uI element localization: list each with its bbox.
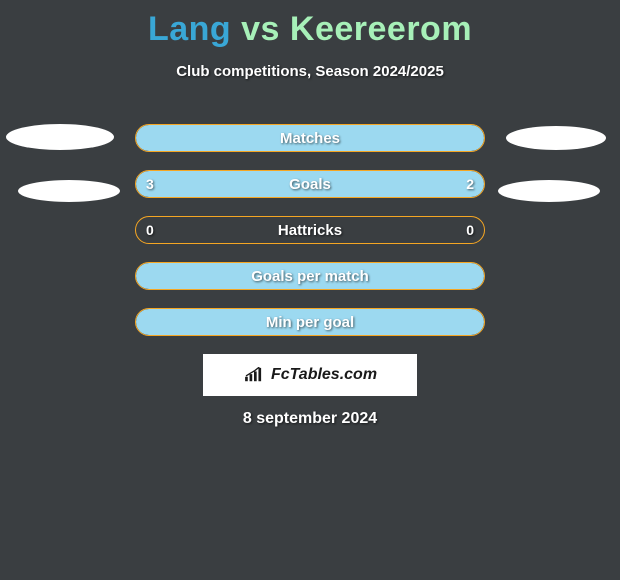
comparison-bars: MatchesGoals32Hattricks00Goals per match…: [135, 124, 485, 354]
stat-bar: Matches: [135, 124, 485, 152]
bar-value-right: 0: [466, 217, 474, 243]
barchart-icon: [243, 367, 265, 383]
decor-ellipse: [506, 126, 606, 150]
bar-value-left: 3: [146, 171, 154, 197]
logo-text: FcTables.com: [271, 366, 377, 384]
page-title: Lang vs Keereerom: [0, 0, 620, 49]
bar-fill: [136, 309, 484, 335]
decor-ellipse: [6, 124, 114, 150]
bar-fill-left: [136, 171, 345, 197]
stat-bar: Hattricks0 0: [135, 216, 485, 244]
bar-fill-right: [345, 171, 484, 197]
bar-value-right: 2: [466, 171, 474, 197]
stat-bar: Goals per match: [135, 262, 485, 290]
logo-badge: FcTables.com: [203, 354, 417, 396]
subtitle: Club competitions, Season 2024/2025: [0, 63, 620, 80]
bar-value-left: 0: [146, 217, 154, 243]
title-vs: vs: [241, 10, 280, 48]
stat-bar: Min per goal: [135, 308, 485, 336]
title-player2: Keereerom: [290, 10, 472, 48]
decor-ellipse: [498, 180, 600, 202]
stat-bar: Goals32: [135, 170, 485, 198]
bar-label: Hattricks: [136, 217, 484, 243]
bar-fill: [136, 125, 484, 151]
title-player1: Lang: [148, 10, 231, 48]
decor-ellipse: [18, 180, 120, 202]
bar-fill: [136, 263, 484, 289]
date-label: 8 september 2024: [0, 410, 620, 428]
